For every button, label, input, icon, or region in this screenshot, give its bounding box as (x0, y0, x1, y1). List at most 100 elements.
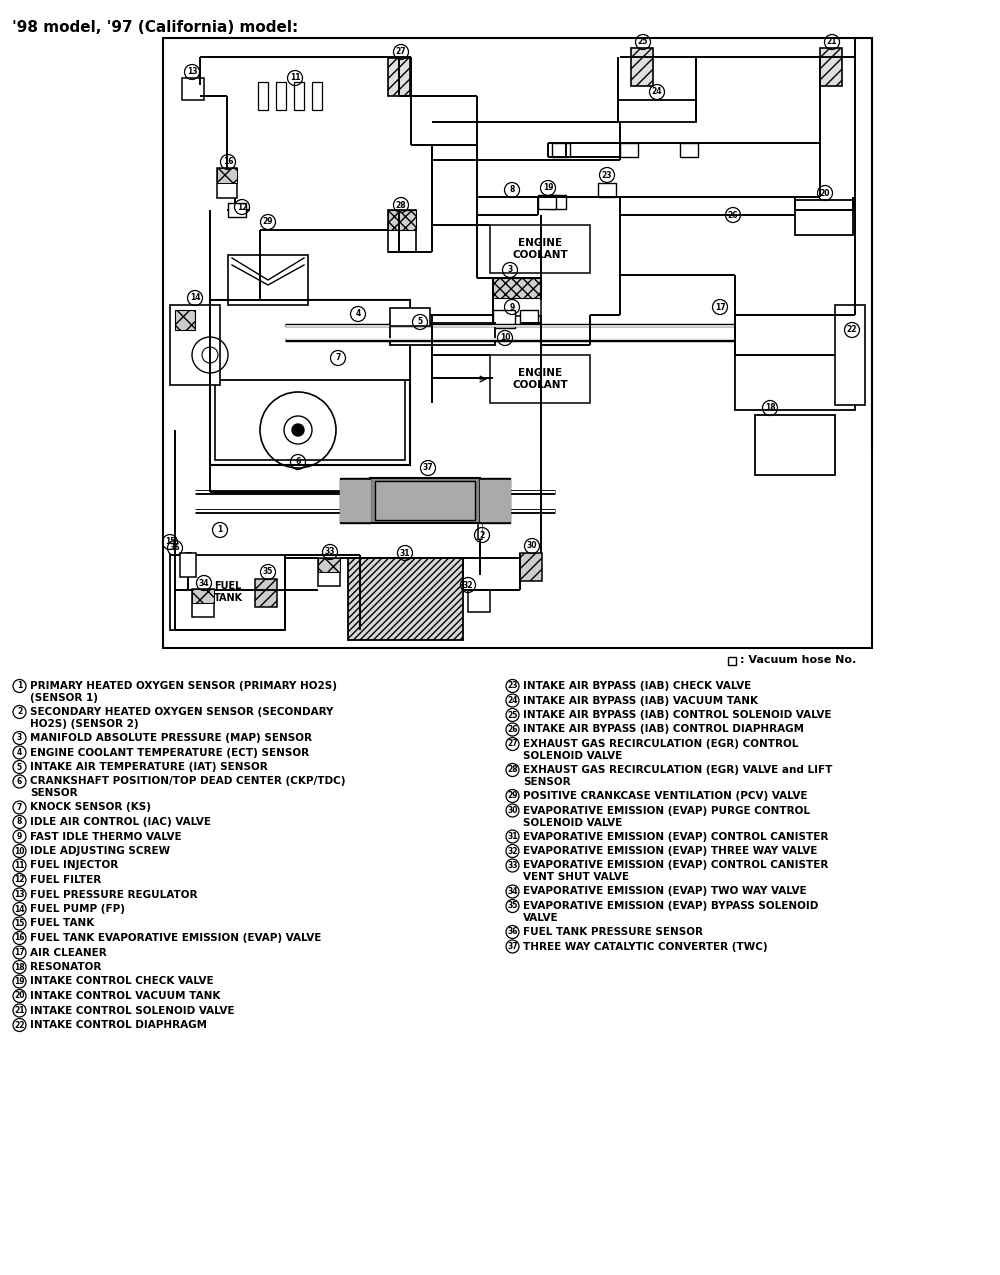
Text: 30: 30 (507, 806, 518, 815)
Text: 6: 6 (295, 458, 301, 467)
Text: INTAKE CONTROL DIAPHRAGM: INTAKE CONTROL DIAPHRAGM (30, 1020, 207, 1030)
Text: 20: 20 (14, 992, 25, 1001)
Text: 15: 15 (14, 919, 25, 928)
Text: 33: 33 (507, 861, 518, 870)
Text: 8: 8 (509, 185, 515, 195)
Text: 20: 20 (820, 189, 830, 198)
Bar (620, 143, 638, 157)
Bar (388, 57, 410, 96)
Text: 13: 13 (187, 68, 197, 76)
Text: 21: 21 (827, 37, 837, 46)
Text: 7: 7 (17, 803, 22, 812)
Text: INTAKE AIR BYPASS (IAB) CHECK VALVE: INTAKE AIR BYPASS (IAB) CHECK VALVE (523, 681, 751, 691)
Bar (390, 309, 430, 326)
Polygon shape (480, 479, 510, 521)
Bar (548, 195, 566, 209)
Text: 22: 22 (847, 325, 857, 334)
Text: 27: 27 (507, 740, 518, 748)
Bar (375, 481, 475, 520)
Text: INTAKE CONTROL SOLENOID VALVE: INTAKE CONTROL SOLENOID VALVE (30, 1006, 234, 1015)
Bar (598, 184, 616, 198)
Text: 35: 35 (263, 567, 273, 576)
Text: VALVE: VALVE (523, 913, 559, 923)
Bar (180, 553, 196, 578)
Bar (520, 310, 538, 324)
Bar (217, 168, 237, 184)
Bar (215, 377, 405, 460)
Text: 24: 24 (652, 88, 662, 97)
Text: RESONATOR: RESONATOR (30, 963, 101, 972)
Text: 24: 24 (507, 696, 518, 705)
Text: 36: 36 (170, 543, 180, 552)
Bar (348, 558, 463, 640)
Text: 30: 30 (527, 542, 537, 551)
Text: PRIMARY HEATED OXYGEN SENSOR (PRIMARY HO2S): PRIMARY HEATED OXYGEN SENSOR (PRIMARY HO… (30, 681, 337, 691)
Text: 9: 9 (509, 302, 515, 311)
Text: 6: 6 (17, 776, 22, 785)
Text: FUEL FILTER: FUEL FILTER (30, 875, 101, 885)
Text: FUEL TANK: FUEL TANK (30, 918, 94, 928)
Text: 37: 37 (423, 464, 433, 473)
Text: 4: 4 (17, 748, 22, 757)
Text: FUEL PRESSURE REGULATOR: FUEL PRESSURE REGULATOR (30, 890, 198, 899)
Text: EVAPORATIVE EMISSION (EVAP) THREE WAY VALVE: EVAPORATIVE EMISSION (EVAP) THREE WAY VA… (523, 847, 817, 856)
Bar (163, 38, 872, 648)
Bar (631, 48, 653, 85)
Text: 16: 16 (14, 933, 25, 942)
Text: EXHAUST GAS RECIRCULATION (EGR) CONTROL: EXHAUST GAS RECIRCULATION (EGR) CONTROL (523, 740, 798, 748)
Text: : Vacuum hose No.: : Vacuum hose No. (740, 655, 856, 666)
Text: 5: 5 (417, 317, 423, 326)
Bar (835, 305, 865, 405)
Text: 3: 3 (507, 265, 513, 274)
Text: 12: 12 (14, 876, 25, 885)
Text: FUEL PUMP (FP): FUEL PUMP (FP) (30, 904, 125, 914)
Text: 8: 8 (17, 817, 22, 826)
Circle shape (292, 425, 304, 436)
Text: EXHAUST GAS RECIRCULATION (EGR) VALVE and LIFT: EXHAUST GAS RECIRCULATION (EGR) VALVE an… (523, 765, 832, 775)
Bar (618, 99, 696, 122)
Text: 33: 33 (325, 547, 335, 556)
Text: 28: 28 (507, 765, 518, 774)
Text: FUEL TANK EVAPORATIVE EMISSION (EVAP) VALVE: FUEL TANK EVAPORATIVE EMISSION (EVAP) VA… (30, 933, 321, 944)
Text: 29: 29 (263, 218, 273, 227)
Bar (370, 478, 480, 523)
Text: 16: 16 (223, 158, 233, 167)
Bar (493, 278, 541, 298)
Bar (170, 305, 220, 385)
Bar (294, 82, 304, 110)
Text: 18: 18 (765, 403, 775, 413)
Text: EVAPORATIVE EMISSION (EVAP) PURGE CONTROL: EVAPORATIVE EMISSION (EVAP) PURGE CONTRO… (523, 806, 810, 816)
Text: INTAKE AIR BYPASS (IAB) VACUUM TANK: INTAKE AIR BYPASS (IAB) VACUUM TANK (523, 695, 758, 705)
Text: 36: 36 (507, 927, 518, 937)
Text: INTAKE CONTROL CHECK VALVE: INTAKE CONTROL CHECK VALVE (30, 977, 214, 987)
Text: 19: 19 (543, 184, 553, 193)
Text: 4: 4 (355, 310, 361, 319)
Bar (312, 82, 322, 110)
Text: ENGINE
COOLANT: ENGINE COOLANT (512, 238, 568, 260)
Text: 32: 32 (463, 580, 473, 589)
Text: 29: 29 (507, 792, 518, 801)
Text: 10: 10 (500, 334, 510, 343)
Bar (490, 224, 590, 273)
Text: 34: 34 (507, 887, 518, 896)
Text: 31: 31 (400, 548, 410, 557)
Text: SENSOR: SENSOR (523, 776, 571, 787)
Text: POSITIVE CRANKCASE VENTILATION (PCV) VALVE: POSITIVE CRANKCASE VENTILATION (PCV) VAL… (523, 790, 808, 801)
Text: 26: 26 (728, 210, 738, 219)
Text: 2: 2 (479, 530, 485, 539)
Bar (182, 78, 204, 99)
Bar (388, 210, 416, 252)
Text: FUEL INJECTOR: FUEL INJECTOR (30, 861, 118, 871)
Text: ENGINE
COOLANT: ENGINE COOLANT (512, 368, 568, 390)
Text: 1: 1 (17, 682, 22, 691)
Bar (728, 657, 736, 666)
Polygon shape (340, 478, 370, 523)
Polygon shape (480, 478, 510, 523)
Text: '98 model, '97 (California) model:: '98 model, '97 (California) model: (12, 20, 298, 34)
Text: 25: 25 (638, 37, 648, 46)
Text: 37: 37 (507, 942, 518, 951)
Bar (538, 195, 556, 209)
Text: VENT SHUT VALVE: VENT SHUT VALVE (523, 872, 629, 882)
Bar (388, 210, 416, 229)
Text: 14: 14 (190, 293, 200, 302)
